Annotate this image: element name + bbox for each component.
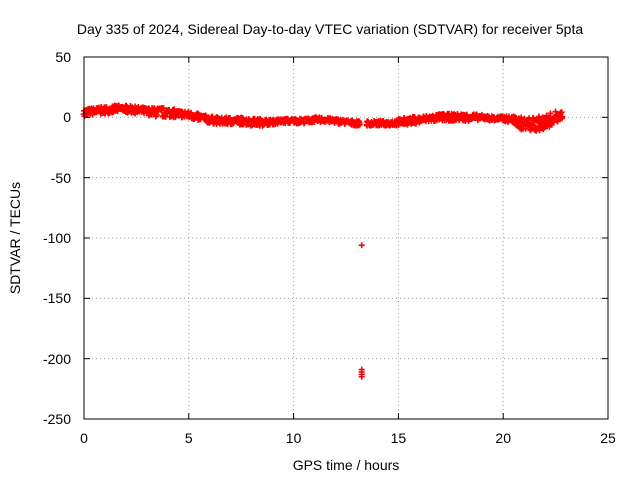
x-tick-label-20: 20 bbox=[495, 430, 511, 446]
outlier-point bbox=[358, 373, 365, 380]
y-tick-label-minus-100: -100 bbox=[43, 230, 71, 246]
data-point bbox=[159, 105, 166, 112]
axis-ticks bbox=[83, 56, 609, 420]
data-point bbox=[535, 113, 542, 120]
y-tick-label-minus-250: -250 bbox=[43, 411, 71, 427]
data-point bbox=[547, 110, 554, 117]
data-point bbox=[518, 114, 525, 121]
data-point bbox=[558, 109, 565, 116]
x-tick-label-0: 0 bbox=[80, 430, 88, 446]
x-tick-label-25: 25 bbox=[600, 430, 616, 446]
x-tick-label-15: 15 bbox=[391, 430, 407, 446]
x-axis-label: GPS time / hours bbox=[293, 457, 400, 473]
grid-lines bbox=[84, 57, 608, 419]
outlier-point bbox=[358, 242, 365, 249]
data-point bbox=[525, 120, 532, 127]
y-axis-label: SDTVAR / TECUs bbox=[7, 182, 23, 294]
plot-frame bbox=[83, 56, 609, 420]
x-tick-label-5: 5 bbox=[185, 430, 193, 446]
data-point bbox=[356, 119, 363, 126]
y-tick-label-minus-150: -150 bbox=[43, 290, 71, 306]
data-marks bbox=[80, 102, 566, 380]
y-tick-label-minus-200: -200 bbox=[43, 351, 71, 367]
x-tick-label-10: 10 bbox=[286, 430, 302, 446]
y-tick-label-minus-50: -50 bbox=[51, 170, 71, 186]
y-tick-label-0: 0 bbox=[63, 109, 71, 125]
y-tick-label-50: 50 bbox=[55, 49, 71, 65]
data-point bbox=[103, 104, 110, 111]
data-point bbox=[239, 115, 246, 122]
chart-title: Day 335 of 2024, Sidereal Day-to-day VTE… bbox=[77, 21, 584, 37]
